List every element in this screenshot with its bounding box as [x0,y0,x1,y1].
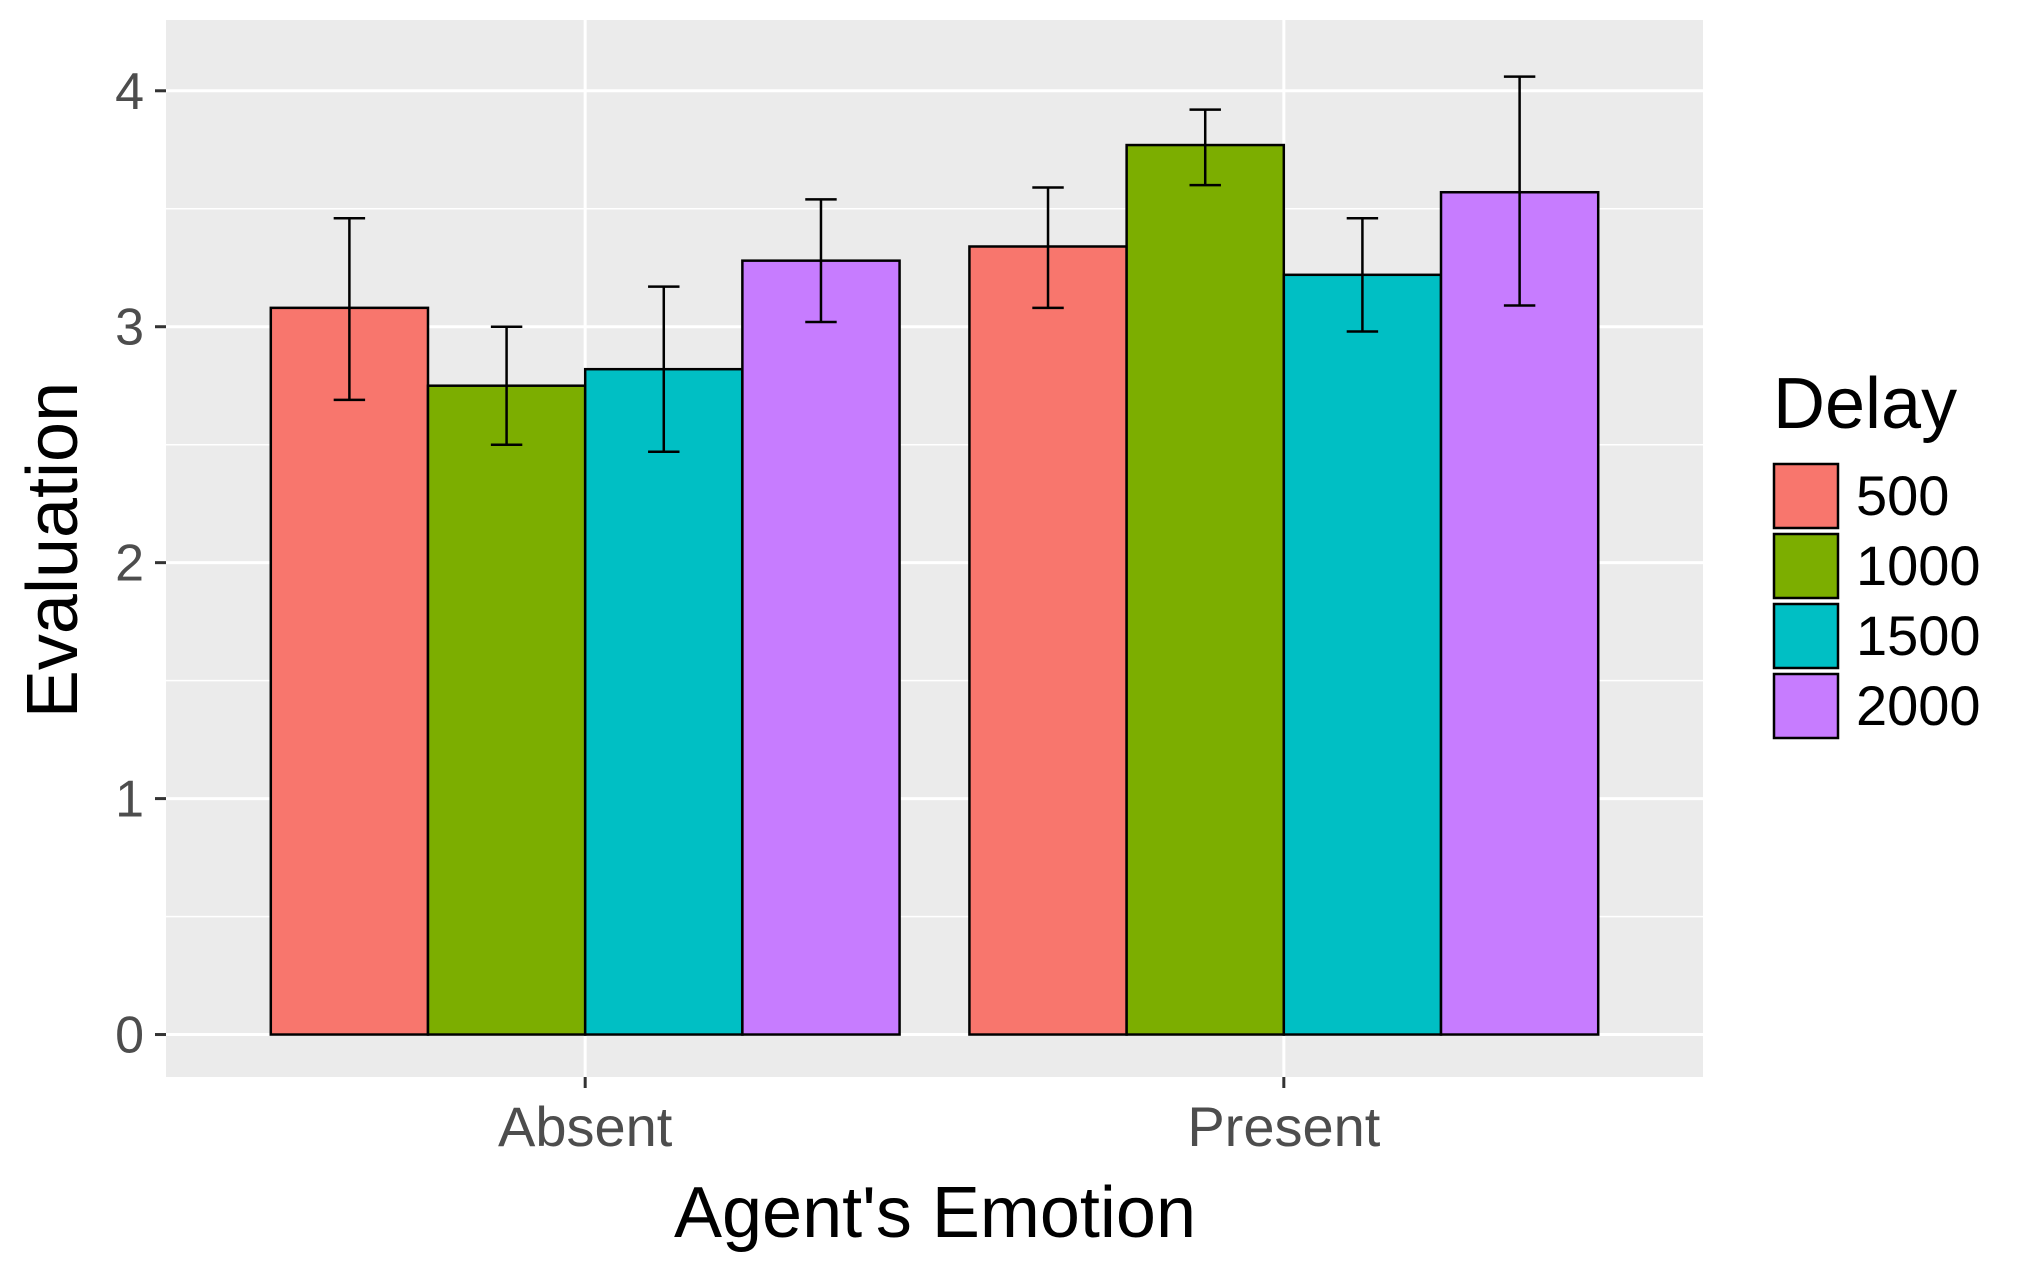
error-bars [333,75,1536,454]
x-tick-label-absent: Absent [498,1095,673,1158]
y-tick-label: 1 [115,771,144,829]
bar-present-1500 [1282,273,1443,1036]
bar-absent-500 [269,306,430,1036]
x-tick-label-present: Present [1187,1095,1380,1158]
y-tick-label: 0 [115,1007,144,1065]
bar-present-2000 [1439,190,1600,1036]
x-axis: Absent Present [498,1077,1381,1158]
bar-present-1000 [1125,143,1286,1036]
legend-label-500: 500 [1856,464,1949,527]
y-tick-label: 2 [115,535,144,593]
legend-label-1000: 1000 [1856,534,1981,597]
bar-present-500 [968,245,1128,1036]
legend-key-1000 [1772,532,1840,600]
y-axis: 0 1 2 3 4 [115,63,166,1065]
x-axis-title: Agent's Emotion [674,1173,1196,1253]
y-axis-title: Evaluation [13,382,93,718]
legend: Delay 500 1000 1500 2000 [1772,364,1981,740]
legend-title: Delay [1773,364,1957,444]
legend-label-1500: 1500 [1856,604,1981,667]
legend-key-500 [1772,462,1840,530]
legend-key-1500 [1772,602,1840,670]
bar-absent-1000 [426,384,587,1036]
bar-absent-2000 [741,259,901,1036]
y-tick-label: 3 [115,299,144,357]
legend-key-2000 [1772,672,1840,740]
bar-absent-1500 [583,367,744,1036]
legend-label-2000: 2000 [1856,674,1981,737]
y-tick-label: 4 [115,63,144,121]
bars [269,143,1600,1036]
legend-items: 500 1000 1500 2000 [1772,462,1981,740]
